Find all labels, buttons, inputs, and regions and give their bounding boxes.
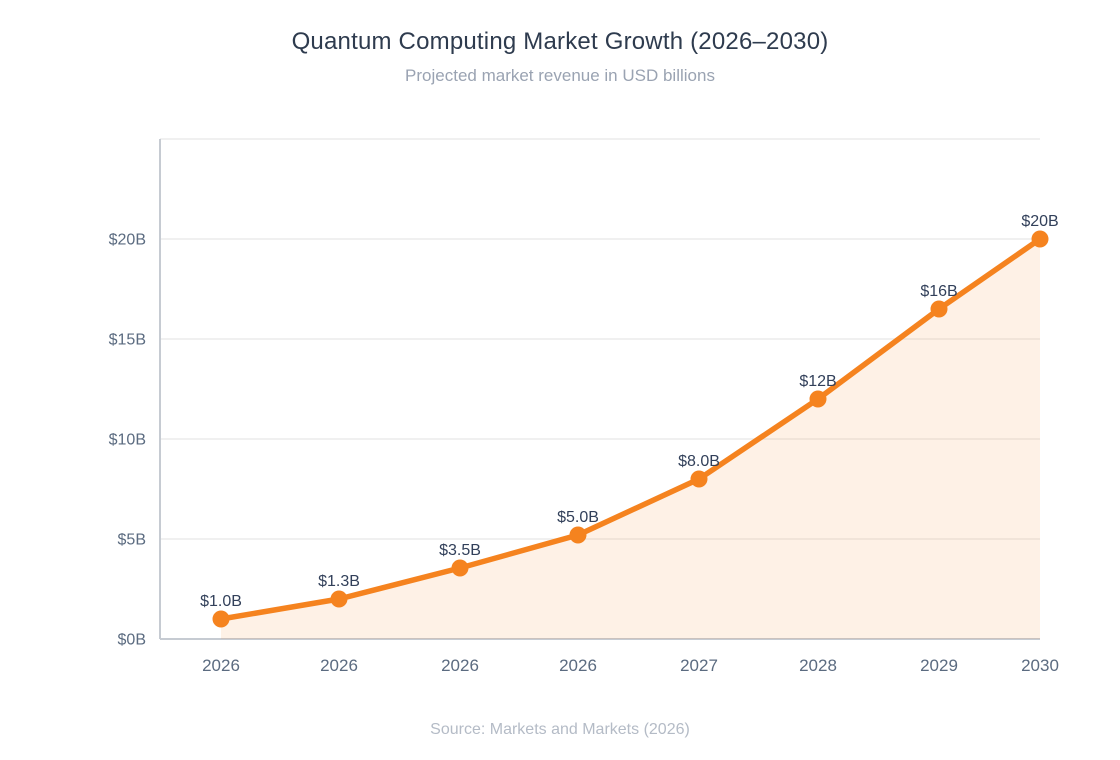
area-fill (221, 239, 1040, 639)
data-point-label: $3.5B (439, 542, 481, 559)
x-tick-label: 2026 (559, 656, 597, 675)
data-point-label: $12B (799, 373, 836, 390)
x-tick-label: 2027 (680, 656, 718, 675)
x-tick-label: 2029 (920, 656, 958, 675)
trend-line (218, 236, 1043, 622)
y-tick-label: $20B (109, 232, 146, 249)
data-point (690, 470, 708, 488)
y-tick-label: $15B (109, 332, 146, 349)
data-point-label: $5.0B (557, 509, 599, 526)
data-point (451, 559, 469, 577)
data-point (930, 300, 948, 318)
data-point (1031, 230, 1049, 248)
data-point (330, 590, 348, 608)
source-caption: Source: Markets and Markets (2026) (430, 721, 690, 738)
data-point (809, 390, 827, 408)
x-tick-label: 2026 (441, 656, 479, 675)
y-tick-label: $5B (118, 532, 146, 549)
x-tick-label: 2026 (202, 656, 240, 675)
chart-title: Quantum Computing Market Growth (2026–20… (291, 28, 829, 55)
data-point-label: $1.3B (318, 573, 360, 590)
x-tick-label: 2030 (1021, 656, 1059, 675)
x-tick-label: 2028 (799, 656, 837, 675)
data-point-label: $1.0B (200, 593, 242, 610)
data-point (569, 526, 587, 544)
y-tick-label: $0B (118, 632, 146, 649)
y-tick-label: $10B (109, 432, 146, 449)
chart-subtitle: Projected market revenue in USD billions (405, 66, 715, 85)
data-point-label: $16B (920, 283, 957, 300)
data-point-label: $8.0B (678, 453, 720, 470)
data-point-label: $20B (1021, 213, 1058, 230)
x-tick-label: 2026 (320, 656, 358, 675)
data-point (212, 610, 230, 628)
